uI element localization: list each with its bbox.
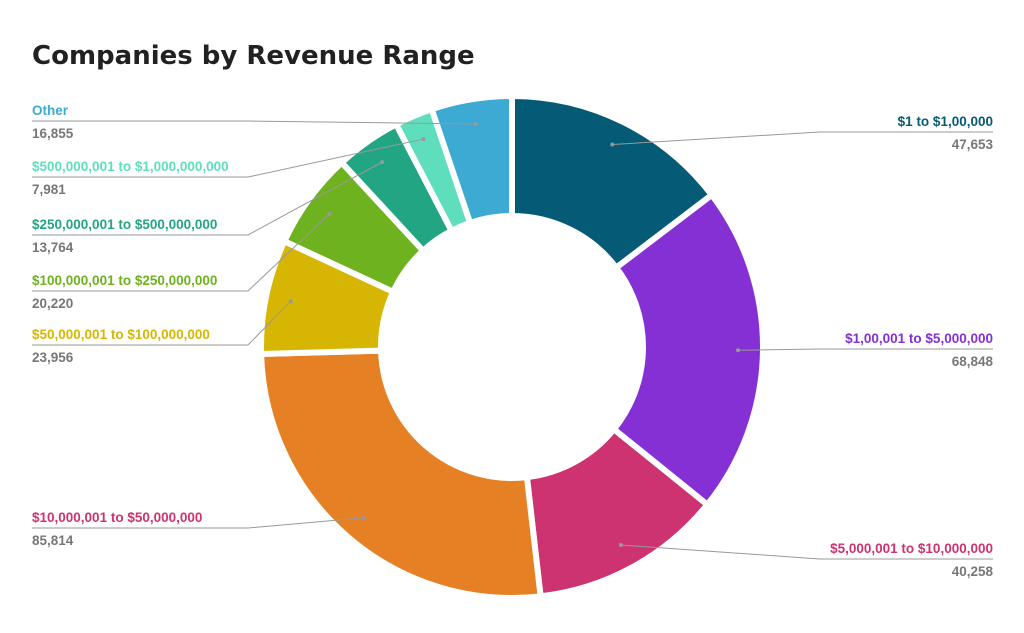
leader-dot	[421, 137, 426, 142]
leader-dot	[288, 299, 293, 304]
slice-value: 13,764	[32, 240, 74, 255]
leader-line	[32, 300, 292, 346]
chart-title: Companies by Revenue Range	[32, 41, 475, 71]
leader-dot	[473, 121, 478, 126]
slice-label: $50,000,001 to $100,000,000	[32, 327, 210, 342]
slice-label: $10,000,001 to $50,000,000	[32, 510, 202, 525]
slice-label: Other	[32, 103, 69, 118]
slice-value: 20,220	[32, 296, 73, 311]
slice-label: $5,000,001 to $10,000,000	[830, 541, 993, 556]
leader-line	[620, 544, 993, 560]
slice-value: 85,814	[32, 533, 74, 548]
slice-label: $500,000,001 to $1,000,000,000	[32, 159, 229, 174]
leader-line	[612, 131, 993, 146]
slice-label: $250,000,001 to $500,000,000	[32, 217, 217, 232]
donut-slice[interactable]	[509, 92, 716, 272]
leader-line	[737, 348, 993, 351]
donut-slice[interactable]	[427, 92, 515, 227]
leader-dot	[618, 543, 623, 548]
leader-dot	[735, 348, 740, 353]
leader-dot	[361, 515, 366, 520]
leader-line	[32, 213, 330, 292]
leader-dot	[610, 142, 615, 147]
donut-slice[interactable]	[258, 347, 544, 601]
leader-line	[32, 161, 383, 236]
slice-label: $1,00,001 to $5,000,000	[845, 331, 993, 346]
slice-value: 23,956	[32, 350, 74, 365]
slice-label: $1 to $1,00,000	[898, 114, 993, 129]
slice-label: $100,000,001 to $250,000,000	[32, 273, 217, 288]
leader-dot	[327, 211, 332, 216]
leader-line	[32, 120, 476, 125]
donut-slice[interactable]	[609, 190, 766, 509]
slice-value: 16,855	[32, 126, 74, 141]
leader-line	[32, 138, 424, 178]
slice-value: 68,848	[952, 354, 994, 369]
slice-value: 7,981	[32, 182, 66, 197]
leader-line	[32, 517, 364, 529]
slice-value: 47,653	[952, 137, 994, 152]
slice-value: 40,258	[952, 564, 994, 579]
leader-dot	[380, 160, 385, 165]
